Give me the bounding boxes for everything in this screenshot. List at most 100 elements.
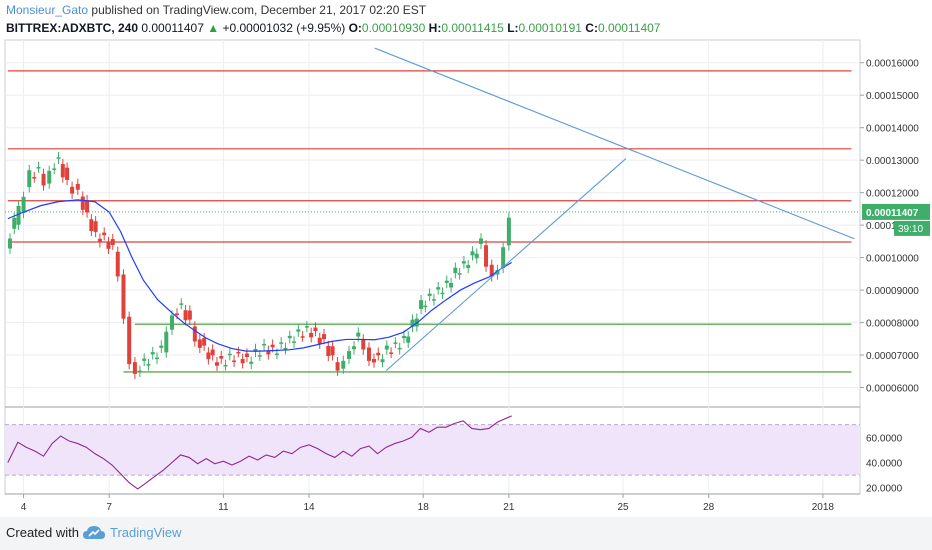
up-candle: [453, 267, 458, 274]
high-value: 0.00011415: [441, 21, 504, 35]
down-candle: [115, 251, 120, 277]
down-candle: [389, 352, 394, 354]
up-candle: [27, 170, 32, 188]
author-link[interactable]: Monsieur_Gato: [6, 3, 89, 17]
up-candle: [380, 359, 385, 363]
rsi-line: [7, 415, 512, 490]
up-candle: [384, 345, 389, 350]
rsi-tick-label: 40.0000: [866, 458, 903, 469]
down-candle: [93, 221, 98, 232]
price-tick-label: 0.00015000: [866, 91, 919, 102]
up-candle: [223, 364, 228, 367]
up-candle: [170, 315, 175, 330]
down-candle: [85, 200, 90, 213]
low-value: 0.00010191: [518, 21, 582, 35]
up-candle: [253, 348, 258, 352]
down-candle: [270, 344, 275, 348]
up-candle: [506, 217, 511, 246]
footer-bar: Created with TradingView: [0, 517, 932, 550]
up-candle: [474, 253, 479, 259]
plot-frame: [4, 39, 861, 495]
down-candle: [132, 362, 137, 374]
open-value: 0.00010930: [361, 21, 426, 35]
close-value: 0.00011407: [597, 21, 661, 35]
down-candle: [110, 239, 115, 245]
up-arrow-icon: ▲: [207, 21, 220, 35]
up-candle: [470, 251, 475, 256]
up-candle: [406, 336, 411, 343]
price-tick-label: 0.00011000: [866, 221, 919, 232]
up-candle: [279, 342, 284, 344]
time-tick-label: 21: [503, 502, 515, 513]
moving-average-line: [7, 199, 513, 352]
down-candle: [206, 352, 211, 360]
close-label: C:: [585, 21, 598, 35]
down-candle: [240, 358, 245, 364]
down-candle: [127, 316, 132, 365]
up-candle: [36, 166, 41, 169]
up-candle: [249, 361, 254, 364]
up-candle: [304, 326, 309, 328]
last-price-badge: [862, 203, 930, 220]
time-tick-label: 28: [703, 502, 715, 513]
down-candle: [366, 347, 371, 361]
down-candle: [300, 336, 305, 338]
down-candle: [80, 196, 85, 210]
time-tick-label: 4: [21, 502, 27, 513]
up-candle: [444, 280, 449, 283]
tradingview-brand[interactable]: TradingView: [110, 525, 182, 540]
up-candle: [419, 300, 424, 309]
trend-line: [385, 158, 627, 372]
up-candle: [150, 352, 155, 355]
time-tick-label: 18: [418, 502, 430, 513]
price-tick-label: 0.00014000: [866, 124, 919, 135]
rsi-tick-label: 20.0000: [866, 484, 903, 495]
up-candle: [262, 343, 267, 346]
down-candle: [326, 345, 331, 357]
up-candle: [501, 247, 506, 268]
price-tick-label: 0.00007000: [866, 351, 919, 362]
up-candle: [410, 319, 415, 327]
price-chart[interactable]: 0.00016000 0.00015000 0.00014000 0.00013000…: [0, 0, 932, 517]
up-candle: [440, 292, 445, 295]
down-candle: [187, 310, 192, 320]
down-candle: [219, 356, 224, 359]
up-candle: [461, 261, 466, 264]
down-candle: [32, 177, 37, 179]
down-candle: [244, 353, 249, 357]
up-candle: [7, 238, 12, 249]
tradingview-cloud-icon[interactable]: [82, 524, 106, 547]
down-candle: [121, 274, 126, 319]
down-candle: [309, 332, 314, 338]
down-candle: [210, 349, 215, 356]
down-candle: [489, 264, 494, 277]
down-candle: [65, 167, 70, 180]
up-candle: [227, 353, 232, 356]
up-candle: [155, 357, 160, 360]
price-tick-label: 0.00016000: [866, 59, 919, 70]
down-candle: [236, 351, 241, 354]
up-candle: [479, 238, 484, 244]
down-candle: [174, 313, 179, 315]
down-candle: [335, 362, 340, 371]
time-tick-label: 14: [303, 502, 315, 513]
up-candle: [146, 364, 151, 366]
up-candle: [351, 346, 356, 350]
down-candle: [75, 183, 80, 190]
price-tick-label: 0.00008000: [866, 319, 919, 330]
time-tick-label: 25: [617, 502, 629, 513]
up-candle: [12, 217, 17, 229]
down-candle: [361, 339, 366, 350]
up-candle: [137, 370, 142, 373]
countdown-badge: [894, 220, 930, 236]
down-candle: [214, 362, 219, 366]
down-candle: [371, 358, 376, 363]
published-text: published on TradingView.com, December 2…: [91, 3, 427, 17]
down-candle: [41, 173, 46, 186]
rsi-band: [5, 424, 860, 476]
up-candle: [449, 282, 454, 288]
symbol-name: BITTREX:ADXBTC, 240: [6, 21, 139, 35]
up-candle: [159, 345, 164, 348]
up-candle: [397, 347, 402, 350]
up-candle: [423, 305, 428, 308]
